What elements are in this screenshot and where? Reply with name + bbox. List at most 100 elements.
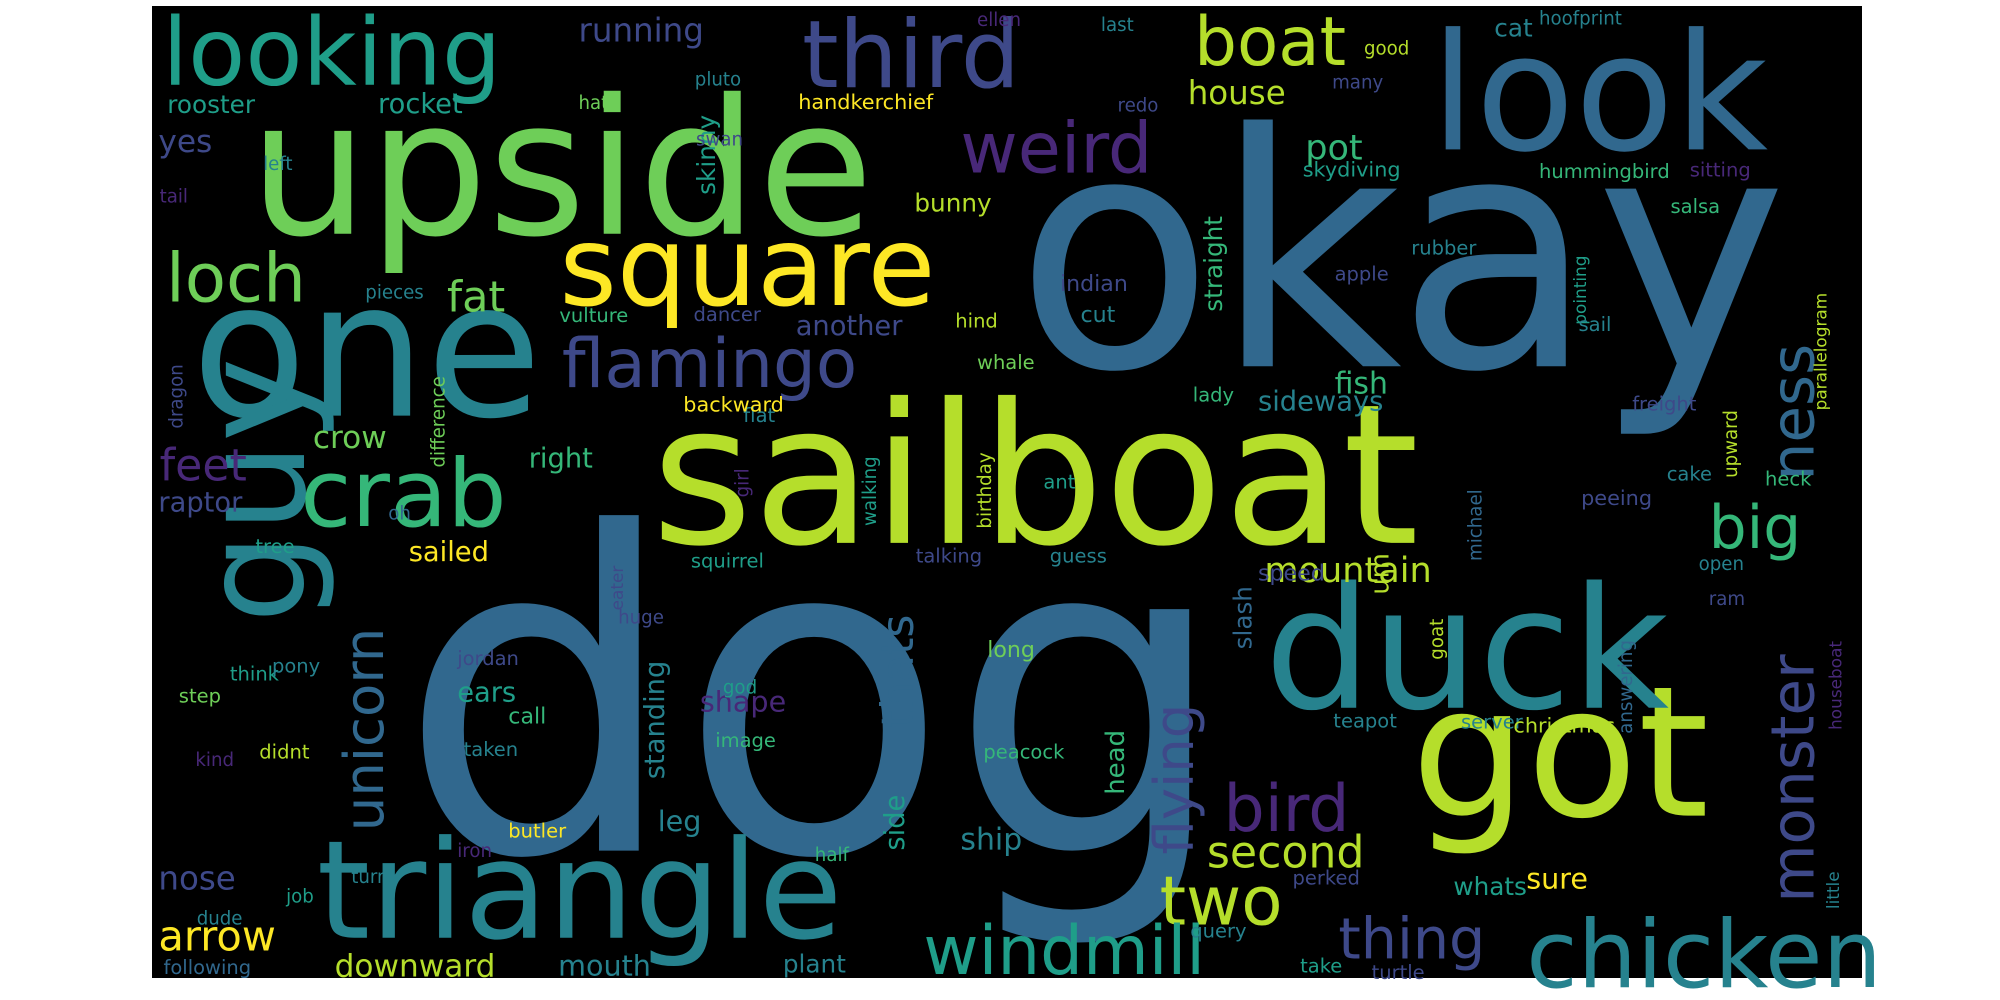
word-many: many bbox=[1332, 72, 1383, 93]
word-downward: downward bbox=[335, 949, 496, 985]
word-boat: boat bbox=[1194, 2, 1346, 81]
word-ears: ears bbox=[457, 677, 516, 708]
word-half: half bbox=[815, 845, 850, 866]
cloud-canvas bbox=[152, 6, 1862, 978]
word-talking: talking bbox=[916, 544, 982, 567]
word-plant: plant bbox=[783, 950, 846, 979]
word-bird: bird bbox=[1224, 772, 1350, 847]
word-god: god bbox=[723, 678, 757, 699]
word-rubber: rubber bbox=[1411, 237, 1477, 260]
word-head: head bbox=[1101, 730, 1131, 795]
word-take: take bbox=[1300, 955, 1342, 978]
word-thats: thats bbox=[873, 615, 924, 728]
word-pluto: pluto bbox=[695, 70, 741, 91]
word-job: job bbox=[285, 887, 314, 908]
word-apple: apple bbox=[1335, 263, 1389, 286]
word-ram: ram bbox=[1709, 589, 1745, 610]
word-cake: cake bbox=[1667, 463, 1712, 486]
word-another: another bbox=[796, 311, 904, 342]
word-christmas: christmas bbox=[1513, 714, 1615, 738]
word-loch: loch bbox=[166, 238, 306, 317]
word-little: little bbox=[1823, 871, 1843, 909]
word-flamingo: flamingo bbox=[562, 324, 857, 403]
word-leg: leg bbox=[658, 804, 702, 838]
word-square: square bbox=[559, 204, 935, 332]
word-sailboat: sailboat bbox=[651, 362, 1419, 589]
word-third: third bbox=[802, 1, 1020, 110]
word-redo: redo bbox=[1118, 96, 1159, 117]
word-weird: weird bbox=[960, 108, 1152, 190]
word-crab: crab bbox=[300, 440, 507, 549]
word-squirrel: squirrel bbox=[691, 550, 764, 573]
word-long: long bbox=[987, 637, 1035, 663]
word-chicken: chicken bbox=[1526, 901, 1882, 1000]
word-upward: upward bbox=[1721, 410, 1742, 478]
word-whale: whale bbox=[977, 351, 1035, 374]
word-call: call bbox=[508, 703, 546, 729]
word-dragon: dragon bbox=[167, 364, 188, 428]
word-sailed: sailed bbox=[409, 537, 489, 568]
word-second: second bbox=[1207, 828, 1365, 879]
word-iron: iron bbox=[457, 841, 492, 862]
word-birthday: birthday bbox=[975, 452, 996, 528]
word-skinny: skinny bbox=[692, 115, 721, 195]
word-goat: goat bbox=[1427, 619, 1448, 660]
word-hat: hat bbox=[579, 93, 609, 114]
word-cut: cut bbox=[1081, 302, 1116, 328]
word-lady: lady bbox=[1193, 383, 1234, 406]
word-michael: michael bbox=[1466, 489, 1487, 561]
word-turtle: turtle bbox=[1372, 961, 1425, 984]
word-rocket: rocket bbox=[378, 89, 463, 120]
word-triangle: triangle bbox=[317, 812, 843, 971]
word-server: server bbox=[1461, 711, 1524, 734]
word-kind: kind bbox=[195, 750, 234, 771]
word-tree: tree bbox=[255, 535, 294, 558]
word-sail: sail bbox=[1579, 313, 1612, 336]
word-windmill: windmill bbox=[923, 911, 1205, 990]
word-sideways: sideways bbox=[1258, 386, 1383, 417]
word-nose: nose bbox=[158, 860, 235, 898]
word-upside: upside bbox=[249, 60, 874, 279]
word-indian: indian bbox=[1060, 271, 1128, 297]
word-houseboat: houseboat bbox=[1826, 641, 1846, 730]
word-pointing: pointing bbox=[1570, 255, 1590, 324]
word-duck: duck bbox=[1264, 551, 1669, 748]
word-side: side bbox=[880, 795, 911, 851]
word-unicorn: unicorn bbox=[332, 628, 396, 832]
word-dancer: dancer bbox=[694, 303, 762, 326]
word-salsa: salsa bbox=[1671, 195, 1721, 218]
word-good: good bbox=[1364, 39, 1409, 60]
word-tail: tail bbox=[160, 187, 188, 208]
word-peacock: peacock bbox=[983, 740, 1065, 763]
word-two: two bbox=[1160, 862, 1283, 941]
word-ellen: ellen bbox=[977, 10, 1021, 31]
word-query: query bbox=[1190, 920, 1246, 943]
word-straight: straight bbox=[1199, 216, 1228, 312]
word-looking: looking bbox=[162, 0, 501, 107]
word-pony: pony bbox=[272, 655, 320, 678]
word-ant: ant bbox=[1043, 470, 1075, 493]
word-arrow: arrow bbox=[158, 912, 276, 961]
word-last: last bbox=[1101, 15, 1134, 36]
word-house: house bbox=[1188, 74, 1286, 112]
word-whats: whats bbox=[1453, 872, 1527, 901]
word-mouth: mouth bbox=[558, 948, 651, 982]
word-taken: taken bbox=[464, 738, 519, 761]
word-bunny: bunny bbox=[914, 189, 991, 218]
word-hummingbird: hummingbird bbox=[1539, 160, 1670, 183]
word-okay: okay bbox=[1015, 65, 1787, 443]
word-flying: flying bbox=[1142, 704, 1206, 855]
word-peeing: peeing bbox=[1581, 486, 1652, 510]
word-walking: walking bbox=[860, 456, 881, 526]
word-jordan: jordan bbox=[456, 647, 519, 670]
word-step: step bbox=[179, 685, 221, 708]
word-sure: sure bbox=[1526, 861, 1588, 895]
word-um: um bbox=[1365, 553, 1395, 595]
word-feet: feet bbox=[160, 441, 247, 492]
word-guy: guy bbox=[171, 358, 338, 624]
word-sitting: sitting bbox=[1690, 159, 1751, 182]
word-dog: dog bbox=[399, 442, 1230, 956]
word-teapot: teapot bbox=[1333, 709, 1397, 732]
word-think: think bbox=[230, 663, 280, 686]
